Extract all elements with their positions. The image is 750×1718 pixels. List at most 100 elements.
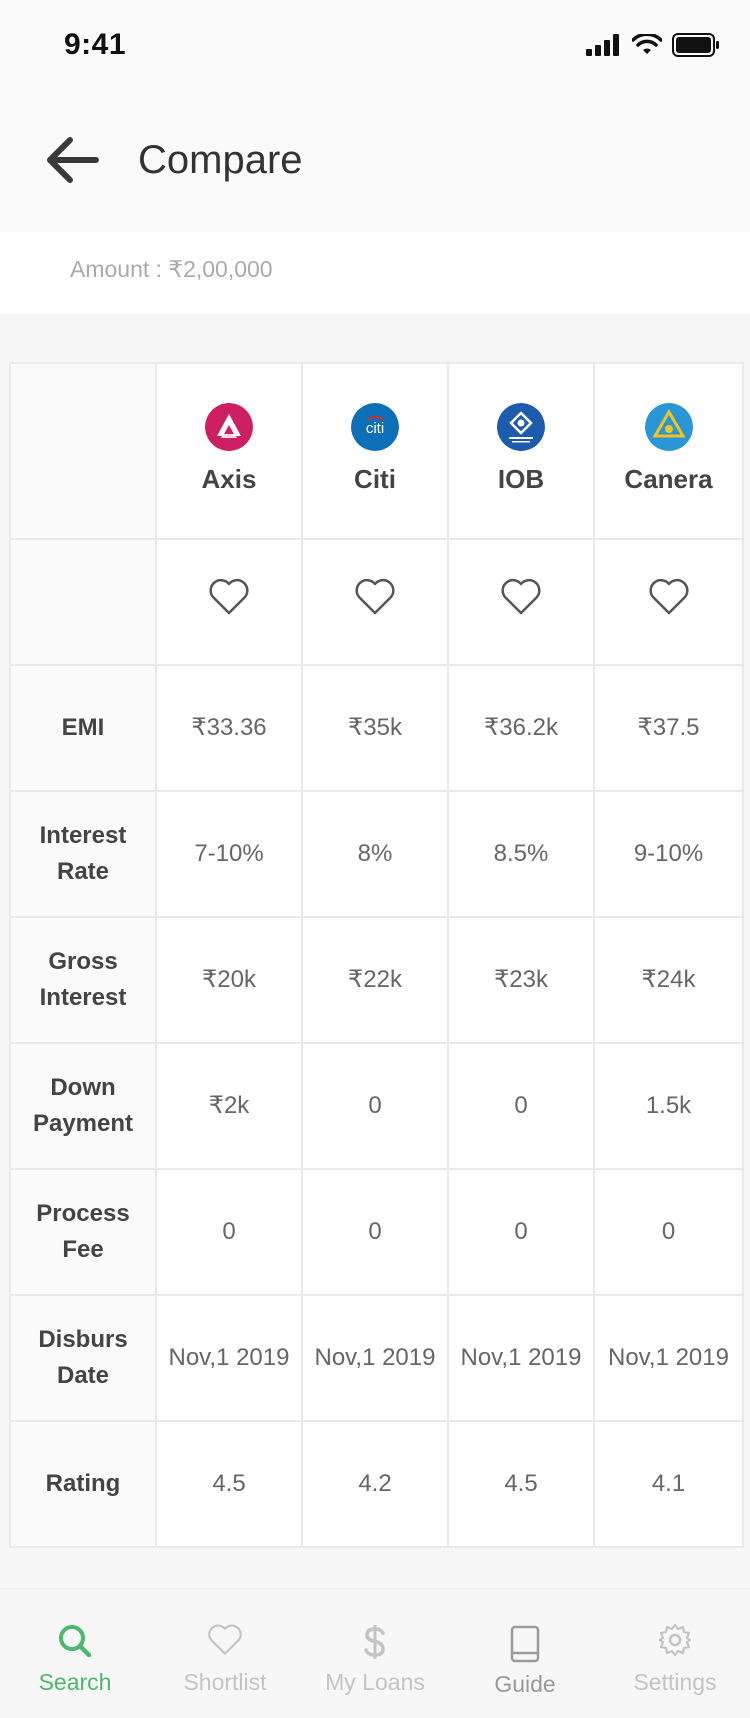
svg-text:citi: citi (366, 420, 384, 437)
table-row: Rating 4.5 4.2 4.5 4.1 (9, 1420, 744, 1548)
tab-label: Settings (633, 1669, 717, 1695)
gear-icon (658, 1623, 692, 1657)
search-icon (59, 1625, 92, 1658)
table-cell: ₹37.5 (593, 664, 744, 792)
canara-bank-logo (644, 403, 693, 451)
loan-amount: Amount : ₹2,00,000 (70, 256, 273, 282)
table-row: Interest Rate 7-10% 8% 8.5% 9-10% (9, 790, 744, 918)
table-row: Disburs Date Nov,1 2019 Nov,1 2019 Nov,1… (9, 1294, 744, 1422)
table-cell: 0 (155, 1168, 303, 1296)
row-label: EMI (9, 664, 157, 792)
table-row: EMI ₹33.36 ₹35k ₹36.2k ₹37.5 (9, 664, 744, 792)
bank-column-header: citi Citi (301, 362, 449, 540)
bank-name: Axis (201, 464, 257, 494)
cellular-signal-icon (586, 34, 619, 56)
table-cell: 0 (301, 1168, 449, 1296)
shortlist-row (9, 538, 744, 666)
bank-column-header: Canera (593, 362, 744, 540)
heart-icon (501, 578, 541, 614)
table-cell: 1.5k (593, 1042, 744, 1170)
amount-bar: Amount : ₹2,00,000 (0, 232, 750, 314)
table-cell: Nov,1 2019 (447, 1294, 595, 1422)
table-row: Gross Interest ₹20k ₹22k ₹23k ₹24k (9, 916, 744, 1044)
table-cell: ₹22k (301, 916, 449, 1044)
shortlist-heart-button[interactable] (208, 578, 250, 627)
shortlist-heart-button[interactable] (500, 578, 542, 627)
table-cell: 7-10% (155, 790, 303, 918)
heart-icon (209, 578, 249, 614)
shortlist-cell (155, 538, 303, 666)
row-label: Down Payment (9, 1042, 157, 1170)
tab-settings[interactable]: Settings (600, 1589, 750, 1718)
heart-icon (648, 578, 689, 614)
status-icons (586, 32, 720, 58)
dollar-icon (364, 1625, 385, 1659)
row-label: Interest Rate (9, 790, 157, 918)
table-cell: Nov,1 2019 (593, 1294, 744, 1422)
row-label: Rating (9, 1420, 157, 1548)
tab-search[interactable]: Search (0, 1589, 150, 1718)
table-cell: 0 (447, 1168, 595, 1296)
bank-name: Citi (354, 464, 396, 494)
tab-bar: Search Shortlist My Loans Guide Settings (0, 1588, 750, 1718)
compare-table: Axis citi Citi IOB (9, 362, 744, 1548)
shortlist-heart-button[interactable] (354, 578, 396, 627)
table-cell: ₹33.36 (155, 664, 303, 792)
row-label: Gross Interest (9, 916, 157, 1044)
bank-name: IOB (497, 464, 545, 494)
tab-label: Shortlist (183, 1669, 267, 1695)
table-cell: 4.2 (301, 1420, 449, 1548)
table-cell: 4.5 (447, 1420, 595, 1548)
heart-icon (355, 578, 395, 614)
status-time: 9:41 (64, 28, 127, 61)
table-cell: 4.1 (593, 1420, 744, 1548)
axis-bank-logo (205, 403, 253, 451)
row-label: Process Fee (9, 1168, 157, 1296)
wifi-icon (632, 34, 662, 54)
iob-bank-logo (497, 403, 545, 451)
table-cell: ₹2k (155, 1042, 303, 1170)
table-row: Down Payment ₹2k 0 0 1.5k (9, 1042, 744, 1170)
status-bar: 9:41 (0, 0, 750, 90)
table-row: Process Fee 0 0 0 0 (9, 1168, 744, 1296)
heart-icon (208, 1624, 242, 1655)
table-cell: Nov,1 2019 (155, 1294, 303, 1422)
bank-column-header: IOB (447, 362, 595, 540)
shortlist-cell (593, 538, 744, 666)
back-button[interactable] (44, 134, 100, 186)
header: Compare (0, 90, 750, 230)
table-cell: 8.5% (447, 790, 595, 918)
bank-column-header: Axis (155, 362, 303, 540)
battery-icon (672, 33, 719, 57)
page-title: Compare (138, 138, 303, 182)
table-cell: 9-10% (593, 790, 744, 918)
back-arrow-icon (47, 137, 99, 183)
table-cell: 0 (593, 1168, 744, 1296)
citi-bank-logo: citi (351, 403, 399, 451)
tab-guide[interactable]: Guide (450, 1589, 600, 1718)
shortlist-cell (447, 538, 595, 666)
table-cell: 8% (301, 790, 449, 918)
tab-label: My Loans (325, 1669, 425, 1695)
book-icon (510, 1625, 540, 1663)
table-cell: Nov,1 2019 (301, 1294, 449, 1422)
table-cell: ₹24k (593, 916, 744, 1044)
tab-label: Guide (494, 1671, 556, 1697)
tab-shortlist[interactable]: Shortlist (150, 1589, 300, 1718)
tab-my-loans[interactable]: My Loans (300, 1589, 450, 1718)
table-corner-cell (9, 362, 157, 540)
bank-name: Canera (624, 464, 713, 494)
table-cell: ₹36.2k (447, 664, 595, 792)
table-cell: ₹20k (155, 916, 303, 1044)
table-cell: ₹23k (447, 916, 595, 1044)
table-cell: ₹35k (301, 664, 449, 792)
table-cell: 0 (301, 1042, 449, 1170)
row-label: Disburs Date (9, 1294, 157, 1422)
shortlist-cell (301, 538, 449, 666)
table-cell: 0 (447, 1042, 595, 1170)
table-cell: 4.5 (155, 1420, 303, 1548)
tab-label: Search (38, 1669, 112, 1695)
bank-header-row: Axis citi Citi IOB (9, 362, 744, 540)
shortlist-heart-button[interactable] (648, 578, 690, 627)
shortlist-row-label (9, 538, 157, 666)
